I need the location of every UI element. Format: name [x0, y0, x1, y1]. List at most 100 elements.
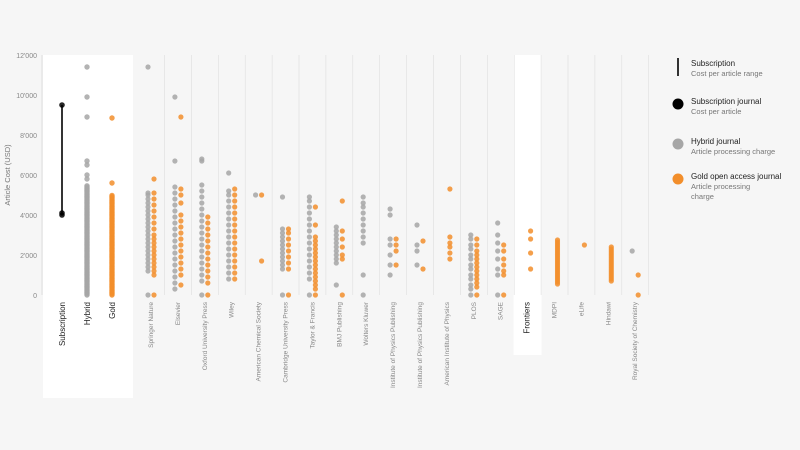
legend-dot-icon — [672, 98, 684, 110]
hybrid-point — [495, 266, 501, 272]
hybrid-point — [468, 276, 474, 282]
gold-point — [205, 262, 211, 268]
gold-point — [205, 220, 211, 226]
publisher-label: PLOS — [471, 301, 478, 319]
hybrid-point — [172, 238, 178, 244]
hybrid-point — [172, 274, 178, 280]
hybrid-point — [172, 256, 178, 262]
gold-point — [447, 244, 453, 250]
hybrid-point — [360, 210, 366, 216]
hybrid-point — [199, 236, 205, 242]
publisher-label: Oxford University Press — [202, 301, 209, 370]
hybrid-point — [279, 262, 286, 268]
legend-title: Hybrid journal — [691, 137, 741, 146]
gold-point — [232, 192, 238, 198]
hybrid-point — [279, 234, 286, 240]
gold-point — [232, 222, 238, 228]
hybrid-point — [306, 216, 312, 222]
hybrid-point — [279, 194, 286, 200]
hybrid-point — [84, 183, 90, 189]
hybrid-point — [306, 234, 312, 240]
gold-point — [232, 186, 238, 192]
hybrid-point — [414, 248, 420, 254]
gold-point — [151, 292, 157, 298]
gold-point — [285, 266, 292, 272]
y-tick-label: 8'000 — [20, 133, 37, 140]
hybrid-point — [253, 192, 259, 198]
hybrid-point — [199, 254, 205, 260]
publisher-label: Taylor & Francis — [309, 301, 316, 348]
gold-point — [501, 242, 507, 248]
gold-point — [474, 292, 480, 298]
hybrid-point — [387, 212, 393, 218]
hybrid-point — [306, 198, 312, 204]
gold-point — [528, 228, 534, 234]
gold-point — [501, 292, 507, 298]
gold-point — [285, 236, 292, 242]
gold-point — [339, 228, 345, 234]
hybrid-outlier-point — [84, 114, 90, 120]
gold-point — [151, 208, 157, 214]
hybrid-point — [306, 252, 312, 258]
publisher-label: Institute of Physics Publishing — [390, 302, 397, 388]
gold-point — [312, 270, 318, 276]
gold-point — [285, 292, 292, 298]
hybrid-point — [306, 270, 312, 276]
gold-point — [339, 236, 345, 242]
gold-point — [474, 236, 480, 242]
hybrid-point — [414, 262, 420, 268]
hybrid-point — [172, 226, 178, 232]
hybrid-point — [333, 228, 339, 234]
gold-point — [178, 282, 184, 288]
hybrid-point — [172, 94, 178, 100]
hybrid-point — [172, 196, 178, 202]
hybrid-point — [333, 248, 339, 254]
hybrid-point — [279, 266, 286, 272]
hybrid-point — [226, 210, 232, 216]
summary-column-label: Hybrid — [83, 302, 92, 325]
hybrid-point — [145, 216, 151, 222]
hybrid-point — [226, 276, 232, 282]
gold-point — [178, 212, 184, 218]
hybrid-point — [468, 266, 474, 272]
hybrid-point — [360, 216, 366, 222]
gold-point — [285, 242, 292, 248]
gold-point — [393, 262, 399, 268]
gold-point — [285, 230, 292, 236]
hybrid-point — [199, 248, 205, 254]
hybrid-point — [279, 246, 286, 252]
hybrid-point — [468, 242, 474, 248]
gold-point — [205, 268, 211, 274]
hybrid-point — [360, 194, 366, 200]
gold-point — [151, 256, 157, 262]
hybrid-point — [333, 252, 339, 258]
hybrid-point — [145, 248, 151, 254]
gold-point — [151, 176, 157, 182]
hybrid-point — [495, 272, 501, 278]
hybrid-point — [387, 252, 393, 258]
hybrid-point — [495, 256, 501, 262]
hybrid-point — [172, 220, 178, 226]
hybrid-point — [145, 236, 151, 242]
gold-point — [393, 236, 399, 242]
hybrid-point — [333, 244, 339, 250]
gold-point — [205, 280, 211, 286]
gold-point — [178, 260, 184, 266]
hybrid-point — [468, 286, 474, 292]
gold-point — [151, 214, 157, 220]
gold-point — [151, 226, 157, 232]
gold-point — [151, 202, 157, 208]
hybrid-point — [468, 232, 474, 238]
hybrid-point — [172, 286, 178, 292]
hybrid-point — [226, 216, 232, 222]
gold-point — [232, 204, 238, 210]
hybrid-outlier-point — [84, 64, 90, 70]
hybrid-point — [199, 158, 205, 164]
gold-point — [312, 234, 318, 240]
gold-point — [312, 254, 318, 260]
hybrid-point — [145, 192, 151, 198]
gold-point — [151, 268, 157, 274]
hybrid-outlier-point — [84, 158, 90, 164]
gold-point — [447, 256, 453, 262]
